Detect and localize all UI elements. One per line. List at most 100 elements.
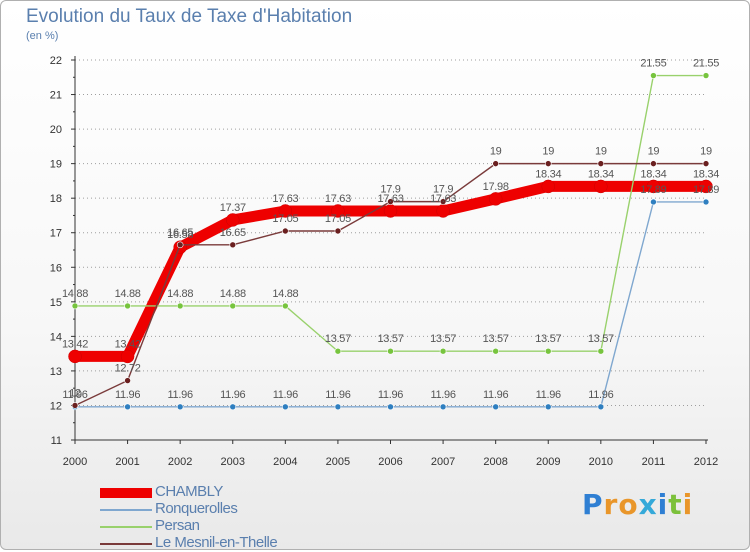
data-point (702, 72, 710, 79)
data-point (278, 204, 293, 218)
y-tick-label: 11 (51, 435, 62, 447)
x-tick-label: 2003 (221, 456, 245, 468)
data-labels: 13.42 13.42 16.58 17.37 17.63 17.63 17.63 17.63… (62, 58, 720, 401)
logo-letter: i (657, 488, 669, 521)
data-label: 11.96 (430, 389, 455, 401)
data-point (68, 349, 82, 364)
legend-swatch (100, 543, 152, 545)
data-label: 17.63 (272, 193, 298, 205)
legend-swatch (100, 488, 152, 498)
data-point (650, 198, 657, 206)
data-point (176, 241, 184, 249)
data-point (120, 349, 135, 364)
data-label: 11.96 (273, 389, 298, 401)
x-tick-label: 2009 (536, 456, 560, 468)
data-label: 21.55 (640, 58, 666, 70)
data-point (439, 198, 447, 205)
data-label: 18.34 (535, 168, 561, 180)
x-tick-label: 2005 (326, 456, 350, 468)
data-point (71, 302, 79, 310)
data-point (124, 377, 131, 384)
data-label: 16.65 (167, 227, 193, 239)
grid-lines (75, 59, 706, 441)
data-label: 13.57 (483, 333, 509, 345)
data-point (650, 160, 657, 167)
data-label: 14.88 (62, 288, 88, 300)
data-label: 13.42 (62, 338, 88, 350)
data-point (439, 403, 447, 411)
y-tick-label: 18 (50, 193, 62, 205)
data-label: 17.63 (377, 193, 403, 205)
data-label: 12 (69, 387, 81, 399)
x-tick-label: 2006 (378, 456, 402, 468)
data-point (436, 204, 450, 218)
y-tick-label: 19 (50, 159, 62, 171)
data-label: 12.72 (115, 363, 141, 375)
data-label: 18.34 (693, 168, 719, 180)
data-point (492, 347, 499, 355)
data-label: 18.34 (588, 168, 614, 180)
x-tick-label: 2012 (694, 456, 718, 468)
data-point (597, 160, 605, 167)
legend-label: Persan (155, 517, 200, 534)
data-point (541, 179, 555, 194)
data-point (702, 160, 710, 167)
data-label: 16.65 (220, 227, 246, 239)
legend-swatch (100, 526, 152, 528)
data-point (176, 403, 184, 411)
data-label: 16.58 (167, 229, 193, 241)
data-point (594, 179, 608, 194)
data-point (334, 227, 342, 235)
logo-letter: r (603, 488, 619, 521)
data-point (387, 198, 394, 205)
data-point (334, 403, 342, 411)
data-label: 17.89 (693, 184, 719, 196)
data-label: 13.57 (588, 333, 614, 345)
y-tick-label: 14 (50, 331, 62, 343)
data-point (492, 160, 499, 167)
data-point (229, 302, 237, 310)
legend-label: Le Mesnil-en-Thelle (155, 534, 278, 551)
logo-letter: x (638, 488, 658, 521)
data-label: 11.96 (483, 389, 508, 401)
data-point (229, 241, 237, 249)
y-tick-label: 13 (50, 366, 62, 378)
x-tick-label: 2002 (168, 456, 192, 468)
data-label: 13.57 (430, 333, 456, 345)
x-tick-label: 2008 (483, 456, 507, 468)
x-tick-label: 2004 (273, 456, 297, 468)
data-label: 17.37 (220, 202, 246, 214)
x-tick-label: 2001 (115, 456, 139, 468)
data-label: 21.55 (693, 58, 719, 70)
data-label: 17.05 (272, 213, 298, 225)
data-label: 14.88 (167, 288, 193, 300)
data-point (544, 403, 552, 411)
data-point (439, 347, 447, 355)
data-label: 11.96 (168, 389, 193, 401)
data-label: 11.96 (378, 389, 403, 401)
data-point (282, 403, 289, 411)
data-point (226, 213, 240, 227)
y-tick-label: 22 (50, 55, 62, 67)
data-label: 17.63 (325, 193, 351, 205)
y-tick-label: 20 (50, 124, 62, 136)
data-point (544, 160, 552, 167)
data-label: 19 (648, 146, 660, 158)
data-point (282, 227, 289, 235)
legend-label: CHAMBLY (155, 483, 223, 500)
data-point (387, 403, 394, 411)
x-tick-label: 2011 (642, 456, 666, 468)
data-label: 19 (700, 146, 712, 158)
data-label: 11.96 (62, 389, 87, 401)
logo-letter: t (668, 488, 683, 521)
data-label: 11.96 (220, 389, 245, 401)
x-tick-label: 2007 (431, 456, 455, 468)
series-lines (68, 72, 713, 411)
data-label: 17.98 (483, 181, 509, 193)
data-label: 11.96 (536, 389, 561, 401)
data-label: 11.96 (325, 389, 350, 401)
data-label: 19 (490, 146, 502, 158)
data-label: 17.89 (640, 184, 666, 196)
proxiti-logo: Proxiti (582, 488, 693, 521)
